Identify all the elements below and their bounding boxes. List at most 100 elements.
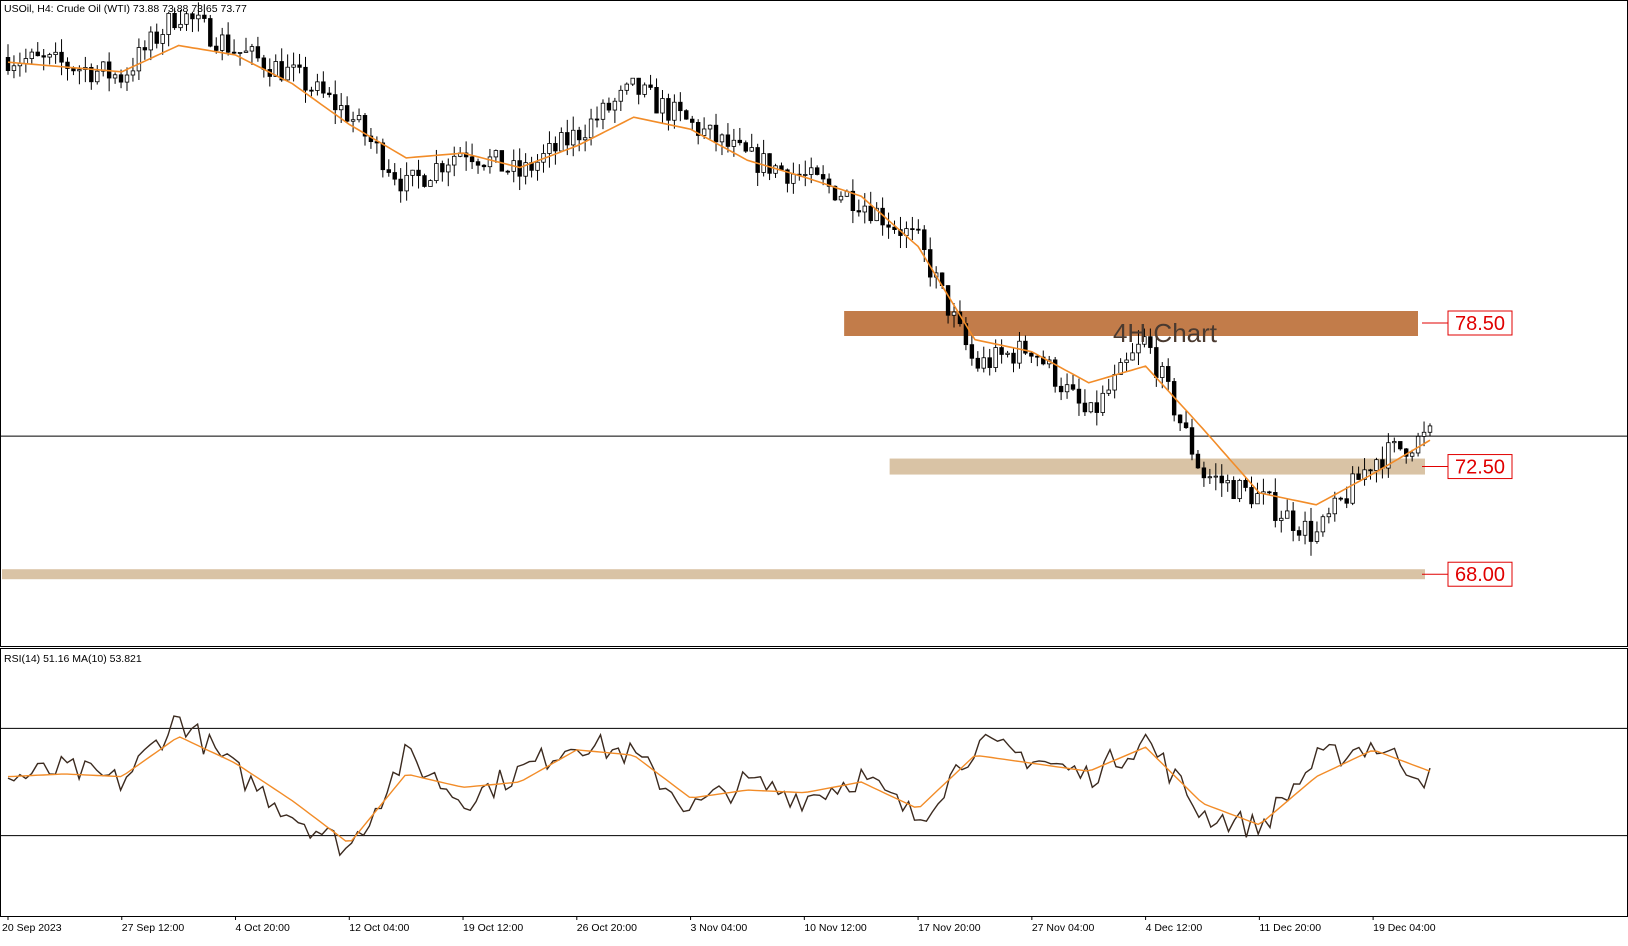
candle <box>100 61 106 77</box>
candle <box>636 77 641 105</box>
candle <box>987 348 992 376</box>
candle <box>130 57 136 82</box>
candle <box>249 43 255 65</box>
candle <box>118 69 124 89</box>
candle <box>1189 418 1195 461</box>
candle <box>356 108 362 123</box>
candle <box>475 158 481 174</box>
candle <box>392 163 397 186</box>
candle <box>410 169 415 187</box>
candle <box>856 199 862 217</box>
candle <box>523 153 528 185</box>
x-tick-label: 12 Oct 04:00 <box>349 922 409 934</box>
candle <box>553 136 558 165</box>
candle <box>350 111 356 133</box>
candle <box>803 160 808 187</box>
x-tick-label: 27 Nov 04:00 <box>1032 922 1095 934</box>
candle <box>1148 328 1153 354</box>
candle <box>35 42 40 57</box>
candle <box>285 54 290 81</box>
candle <box>761 139 766 177</box>
x-tick-label: 11 Dec 20:00 <box>1259 922 1321 934</box>
candle <box>1118 358 1123 375</box>
candle <box>1029 352 1034 364</box>
candle <box>184 11 189 31</box>
candle <box>303 56 308 103</box>
candle <box>576 126 582 152</box>
candle <box>469 143 475 169</box>
symbol-header: USOil, H4: Crude Oil (WTI) 73.88 73.88 7… <box>4 3 247 15</box>
candle <box>630 77 635 87</box>
candle <box>1100 385 1105 416</box>
candle <box>41 48 46 71</box>
level-value: 72.50 <box>1455 457 1505 479</box>
candle <box>719 133 725 156</box>
candle <box>154 23 159 49</box>
candle <box>231 39 237 55</box>
candle <box>850 179 856 224</box>
candle <box>160 28 165 55</box>
candle <box>53 42 58 64</box>
candle <box>1201 461 1207 487</box>
resistance-zone <box>844 311 1418 336</box>
candle <box>309 86 314 97</box>
candle <box>535 154 540 181</box>
candle <box>273 54 278 77</box>
x-tick-label: 27 Sep 12:00 <box>122 922 185 934</box>
level-label-72-50: 72.50 <box>1422 454 1513 480</box>
x-tick-label: 26 Oct 20:00 <box>577 922 637 934</box>
candle <box>951 303 957 328</box>
candle <box>1183 410 1189 429</box>
candle <box>1177 414 1183 431</box>
candle <box>5 44 11 75</box>
rsi-header: RSI(14) 51.16 MA(10) 53.821 <box>4 653 142 665</box>
candle <box>1320 514 1326 537</box>
zones-layer <box>2 311 1425 580</box>
candle <box>142 40 148 60</box>
candle <box>1314 521 1320 544</box>
level-label-68-00: 68.00 <box>1422 561 1513 587</box>
candle <box>1279 510 1284 533</box>
candle <box>981 346 986 373</box>
candle <box>916 219 921 234</box>
candle <box>814 165 820 176</box>
candle <box>642 82 647 98</box>
candle <box>654 78 659 114</box>
candle <box>1130 343 1135 361</box>
candle <box>1421 421 1427 447</box>
candle <box>59 39 64 76</box>
candle <box>452 146 457 177</box>
candle <box>327 87 332 98</box>
candle <box>606 97 612 113</box>
candle <box>196 2 201 32</box>
x-tick-label: 19 Dec 04:00 <box>1373 922 1436 934</box>
candle <box>1082 389 1088 416</box>
level-label-78-50: 78.50 <box>1422 310 1513 336</box>
candle <box>1243 477 1248 492</box>
candle <box>1427 423 1433 437</box>
x-tick-label: 17 Nov 20:00 <box>918 922 981 934</box>
moving-average-line <box>7 44 1431 506</box>
candle <box>398 168 403 203</box>
candle <box>713 113 719 152</box>
candle <box>1195 450 1201 469</box>
candle <box>422 173 427 188</box>
candle <box>202 4 207 23</box>
candle <box>112 72 118 84</box>
candle <box>255 36 261 62</box>
candle <box>690 115 695 131</box>
candle <box>695 119 701 145</box>
candle <box>1362 458 1367 486</box>
candle <box>1273 478 1278 528</box>
candle <box>1142 328 1147 348</box>
candle <box>1415 432 1421 457</box>
x-tick-label: 19 Oct 12:00 <box>463 922 523 934</box>
candle <box>1136 330 1141 366</box>
candle <box>874 202 879 222</box>
candle <box>582 124 588 152</box>
candle <box>505 169 510 175</box>
candle <box>190 11 195 33</box>
x-tick-label: 3 Nov 04:00 <box>691 922 748 934</box>
candle <box>1225 474 1230 492</box>
